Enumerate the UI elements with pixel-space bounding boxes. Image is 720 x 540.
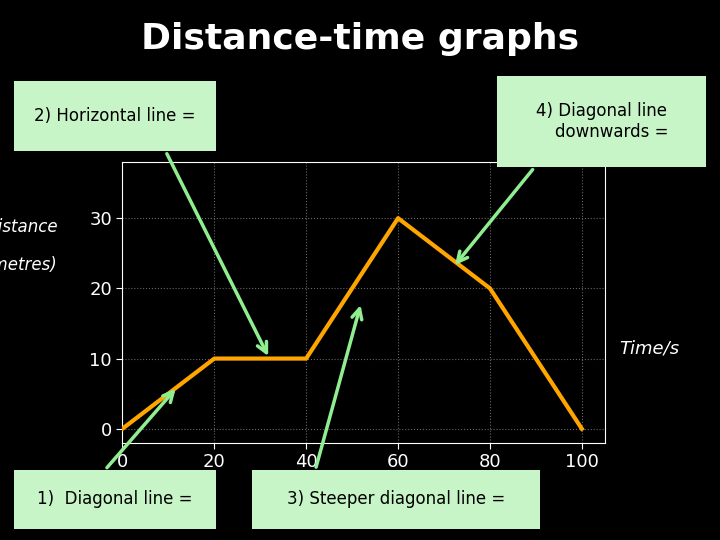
Text: 1)  Diagonal line =: 1) Diagonal line = (37, 490, 193, 509)
Text: Time/s: Time/s (619, 339, 680, 357)
Text: Distance-time graphs: Distance-time graphs (141, 22, 579, 56)
Text: 2) Horizontal line =: 2) Horizontal line = (35, 107, 196, 125)
Text: 4) Diagonal line
    downwards =: 4) Diagonal line downwards = (534, 102, 668, 141)
Text: (metres): (metres) (0, 255, 58, 274)
Text: Distance: Distance (0, 218, 58, 236)
Text: 3) Steeper diagonal line =: 3) Steeper diagonal line = (287, 490, 505, 509)
